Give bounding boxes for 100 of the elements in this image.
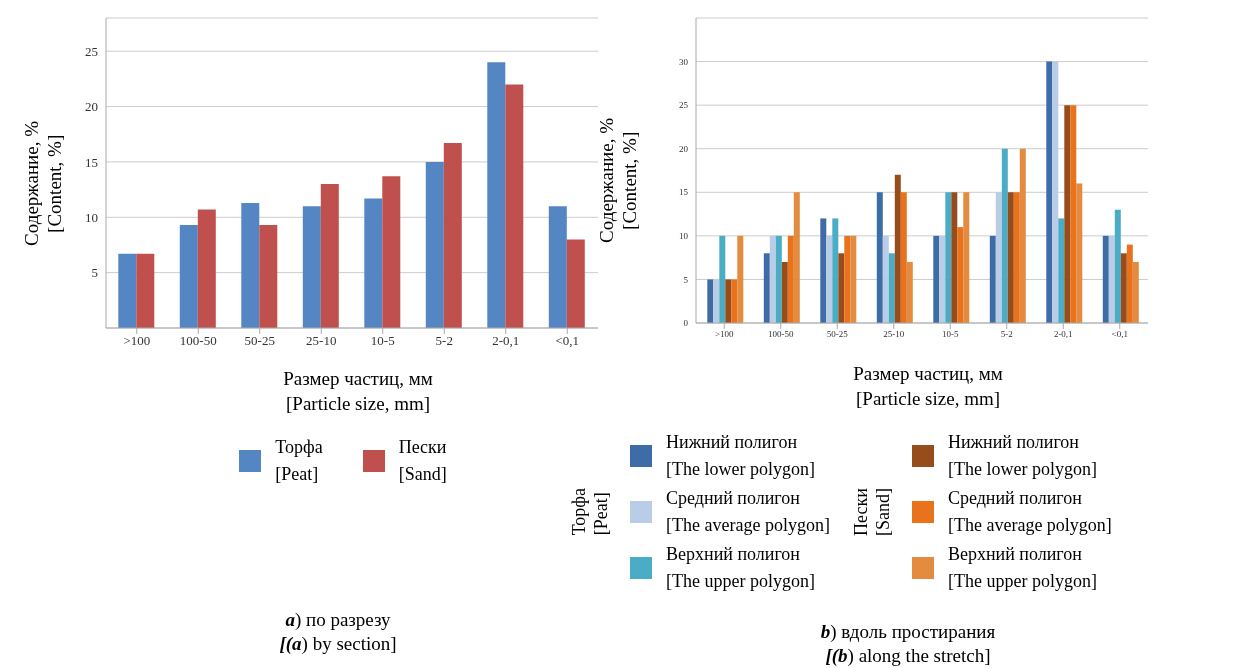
bar <box>1070 105 1077 323</box>
y-tick-label: 5 <box>91 265 98 281</box>
text: Пески [Sand] <box>849 488 894 536</box>
bar <box>707 279 714 323</box>
y-tick-label: 30 <box>679 56 689 67</box>
bar <box>844 235 851 323</box>
text: Торфа [Peat] <box>568 488 612 536</box>
bar <box>719 235 726 323</box>
bar <box>382 176 401 328</box>
bar <box>876 192 883 323</box>
legend-label: Пески [Sand] <box>398 436 447 486</box>
text: b) вдоль простирания <box>820 621 996 642</box>
x-tick-label: 2-0,1 <box>492 333 520 349</box>
bar <box>548 206 567 328</box>
bar <box>888 253 895 323</box>
x-tick-label: 50-25 <box>826 329 849 340</box>
bar <box>1076 183 1083 323</box>
bar <box>820 218 827 323</box>
bar <box>906 262 913 323</box>
bar <box>505 84 524 328</box>
y-tick-label: 0 <box>683 318 689 329</box>
x-tick-label: 5-2 <box>435 333 453 349</box>
y-tick-label: 20 <box>85 99 98 115</box>
bar <box>725 279 732 323</box>
text: [(b) along the stretch] <box>825 645 991 666</box>
bar <box>1126 244 1133 323</box>
y-tick-label: 10 <box>85 209 98 225</box>
x-axis-title: Размер частиц, мм [Particle size, mm] <box>852 362 1004 411</box>
legend-label: Средний полигон [The average polygon] <box>666 487 830 537</box>
bar <box>197 209 216 328</box>
bar <box>933 235 940 323</box>
y-axis-title: Содержание, % [Content, %] <box>595 118 641 243</box>
bar <box>763 253 770 323</box>
x-tick-label: 100-50 <box>179 333 217 349</box>
y-axis-title: Содержание, % [Content, %] <box>20 120 66 246</box>
bar <box>425 161 444 328</box>
x-tick-label: 10-5 <box>942 329 959 340</box>
bar <box>1007 192 1014 323</box>
x-tick-label: <0,1 <box>555 333 580 349</box>
bar <box>443 143 462 328</box>
bar <box>118 253 137 328</box>
legend-label: Средний полигон [The average polygon] <box>947 487 1112 537</box>
y-tick-label: 20 <box>679 143 689 154</box>
x-tick-label: 5-2 <box>1000 329 1013 340</box>
x-tick-label: 10-5 <box>370 333 395 349</box>
bar <box>1102 235 1109 323</box>
bar <box>1001 148 1008 323</box>
bar <box>939 235 946 323</box>
text: a) по разрезу <box>285 609 391 630</box>
bar <box>775 235 782 323</box>
x-tick-label: 2-0,1 <box>1053 329 1073 340</box>
y-tick-label: 25 <box>85 43 98 59</box>
y-tick-label: 15 <box>85 154 98 170</box>
bar <box>713 279 720 323</box>
bar <box>793 192 800 323</box>
y-tick-label: 5 <box>683 274 689 285</box>
bar <box>179 225 198 328</box>
bar <box>951 192 958 323</box>
bar <box>769 235 776 323</box>
bar <box>838 253 845 323</box>
bar <box>1046 61 1053 323</box>
bar <box>302 206 321 328</box>
bar <box>364 198 383 328</box>
y-tick-label: 15 <box>679 187 689 198</box>
x-tick-label: 100-50 <box>768 329 794 340</box>
bar <box>1108 235 1115 323</box>
bar <box>1114 209 1121 323</box>
bar <box>826 235 833 323</box>
bar <box>241 202 260 328</box>
x-axis-title: Размер частиц, мм [Particle size, mm] <box>282 367 434 416</box>
bar <box>1120 253 1127 323</box>
bar <box>894 174 901 323</box>
bar <box>259 225 278 328</box>
text: [(a) by section] <box>279 633 397 654</box>
bar <box>320 184 339 328</box>
bar <box>957 227 964 323</box>
bar <box>995 192 1002 323</box>
legend-label: Верхний полигон [The upper polygon] <box>947 543 1097 593</box>
bar <box>963 192 970 323</box>
bar <box>1058 218 1065 323</box>
legend-label: Торфа [Peat] <box>275 436 323 486</box>
bar <box>731 279 738 323</box>
y-tick-label: 25 <box>679 100 689 111</box>
bar <box>882 235 889 323</box>
bar <box>487 62 506 328</box>
legend-label: Нижний полигон [The lower polygon] <box>666 431 815 481</box>
bar <box>900 192 907 323</box>
x-tick-label: 50-25 <box>244 333 275 349</box>
bar <box>989 235 996 323</box>
bar <box>136 253 155 328</box>
bar <box>737 235 744 323</box>
bar <box>1132 262 1139 323</box>
bar <box>1064 105 1071 323</box>
x-tick-label: 25-10 <box>306 333 337 349</box>
bar <box>781 262 788 323</box>
x-tick-label: >100 <box>123 333 151 349</box>
y-tick-label: 10 <box>679 231 689 242</box>
bar <box>1052 61 1059 323</box>
bar <box>787 235 794 323</box>
bar <box>1013 192 1020 323</box>
